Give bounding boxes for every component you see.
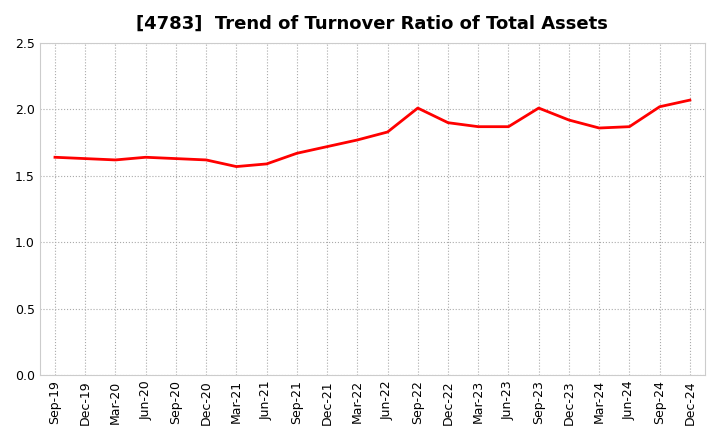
Title: [4783]  Trend of Turnover Ratio of Total Assets: [4783] Trend of Turnover Ratio of Total …	[137, 15, 608, 33]
